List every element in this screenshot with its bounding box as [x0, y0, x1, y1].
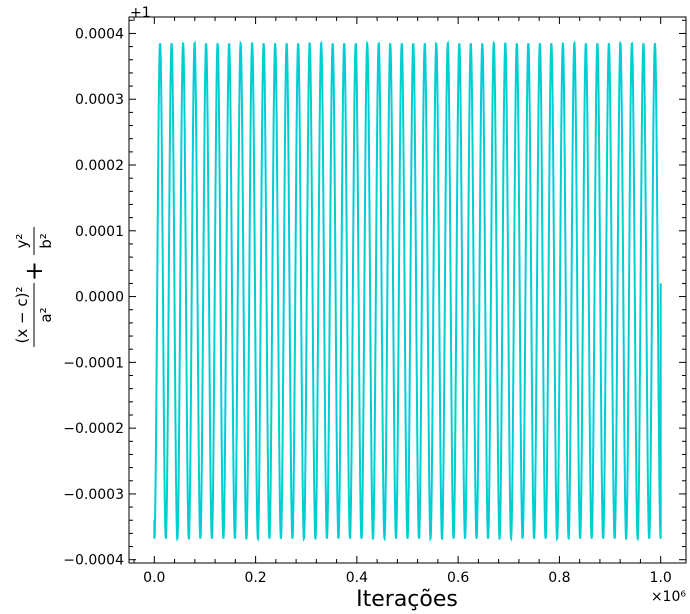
x-tick-label: 0.4 — [346, 570, 368, 586]
y-tick-label: −0.0004 — [63, 553, 124, 569]
x-tick-label: 1.0 — [650, 570, 672, 586]
x-tick-label: 0.2 — [244, 570, 266, 586]
y-axis-label: (x − c)² a² + y² b² — [13, 227, 55, 347]
x-tick-label: 0.8 — [548, 570, 570, 586]
x-multiplier-text: ×10⁶ — [651, 589, 687, 605]
y-tick-label: −0.0002 — [63, 421, 124, 437]
x-axis-label: Iterações — [356, 587, 458, 612]
plot-area — [128, 16, 687, 564]
y-label-term1-numerator: (x − c)² — [13, 287, 31, 344]
series-line — [153, 40, 662, 542]
y-tick-label: 0.0002 — [75, 158, 124, 174]
y-label-term2-denominator: b² — [37, 233, 55, 249]
y-tick-label: 0.0000 — [75, 290, 124, 306]
ticks-layer — [129, 17, 686, 563]
y-tick-label: 0.0004 — [75, 26, 124, 42]
y-tick-label: 0.0003 — [75, 92, 124, 108]
y-offset-text: +1 — [130, 5, 151, 21]
y-tick-label: −0.0003 — [63, 487, 124, 503]
x-tick-labels: 0.0 0.2 0.4 0.6 0.8 1.0 — [143, 570, 672, 586]
y-tick-label: 0.0001 — [75, 224, 124, 240]
x-tick-label: 0.6 — [447, 570, 469, 586]
y-tick-label: −0.0001 — [63, 355, 124, 371]
x-tick-label: 0.0 — [143, 570, 165, 586]
y-label-plus: + — [20, 261, 48, 281]
y-label-term1-denominator: a² — [37, 307, 55, 322]
y-label-term2-numerator: y² — [13, 234, 31, 249]
y-tick-labels: −0.0004 −0.0003 −0.0002 −0.0001 0.0000 0.0001… — [63, 26, 124, 568]
